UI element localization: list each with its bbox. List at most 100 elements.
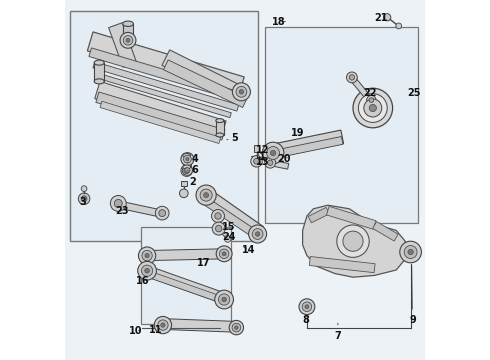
Text: 25: 25 [408,88,421,98]
Circle shape [212,222,225,235]
Ellipse shape [122,21,133,26]
Polygon shape [326,206,376,229]
Circle shape [184,155,191,163]
Polygon shape [162,50,249,105]
Polygon shape [303,205,405,277]
Circle shape [235,326,238,329]
Ellipse shape [216,133,224,137]
Circle shape [161,323,165,327]
Polygon shape [113,200,165,218]
Circle shape [120,32,136,48]
Circle shape [364,99,382,117]
Polygon shape [162,319,238,332]
Text: 15: 15 [222,222,236,232]
Circle shape [404,246,417,258]
Circle shape [200,189,212,201]
Circle shape [232,323,241,332]
Polygon shape [144,266,227,304]
Bar [94,63,104,81]
Circle shape [267,147,280,159]
Polygon shape [109,23,137,67]
Circle shape [254,158,259,164]
Circle shape [216,225,222,232]
Bar [122,24,133,41]
Circle shape [232,83,250,101]
Text: 23: 23 [115,206,128,216]
Circle shape [236,86,247,97]
Text: 13: 13 [255,157,269,167]
Circle shape [299,299,315,315]
Text: 10: 10 [129,326,143,336]
Text: 12: 12 [255,145,269,156]
Circle shape [384,14,391,21]
Polygon shape [100,101,220,144]
Text: 6: 6 [187,165,198,175]
Text: 1: 1 [251,152,266,162]
Bar [71,11,258,241]
Text: 5: 5 [227,132,238,143]
Circle shape [145,253,149,258]
Circle shape [265,157,275,168]
Polygon shape [97,73,231,118]
Polygon shape [270,160,289,169]
Text: 11: 11 [149,325,163,336]
Polygon shape [96,92,225,140]
Circle shape [367,95,376,105]
Circle shape [138,261,156,280]
Circle shape [224,236,231,242]
Circle shape [239,90,244,94]
Ellipse shape [94,60,104,65]
Text: 24: 24 [222,232,236,242]
Circle shape [179,189,188,198]
Polygon shape [308,207,329,223]
Bar [254,145,259,152]
Polygon shape [270,130,343,158]
Polygon shape [164,60,247,108]
Polygon shape [372,221,398,241]
Text: 22: 22 [364,88,377,98]
Circle shape [346,72,357,83]
Circle shape [252,229,263,239]
Circle shape [126,38,130,42]
Text: 4: 4 [187,154,198,164]
Text: 20: 20 [277,154,291,164]
Text: 7: 7 [335,323,341,341]
Text: 18: 18 [272,17,286,27]
Circle shape [343,231,363,251]
Circle shape [408,249,413,255]
Polygon shape [351,77,373,103]
Circle shape [268,160,273,165]
Circle shape [159,210,166,216]
Polygon shape [146,271,225,303]
Circle shape [337,225,369,257]
Ellipse shape [216,119,224,122]
Circle shape [81,186,87,192]
Circle shape [212,210,224,222]
Circle shape [215,290,233,309]
Bar [216,121,224,135]
Circle shape [262,142,284,164]
Text: 2: 2 [184,177,196,187]
Text: 17: 17 [197,258,210,268]
Bar [181,181,187,186]
Circle shape [400,241,421,263]
Circle shape [139,247,156,264]
Text: 9: 9 [409,266,416,325]
Ellipse shape [94,79,104,84]
Circle shape [204,193,209,198]
Circle shape [185,168,190,173]
Polygon shape [271,136,343,159]
Circle shape [216,246,232,262]
Circle shape [251,156,262,167]
Circle shape [353,88,392,128]
Circle shape [270,150,276,156]
Text: 14: 14 [242,245,255,255]
Circle shape [229,320,244,335]
Polygon shape [93,62,239,111]
Polygon shape [309,257,375,273]
Polygon shape [87,32,244,96]
Circle shape [145,269,149,273]
Bar [141,227,231,324]
Circle shape [248,225,267,243]
Text: 19: 19 [291,128,304,138]
